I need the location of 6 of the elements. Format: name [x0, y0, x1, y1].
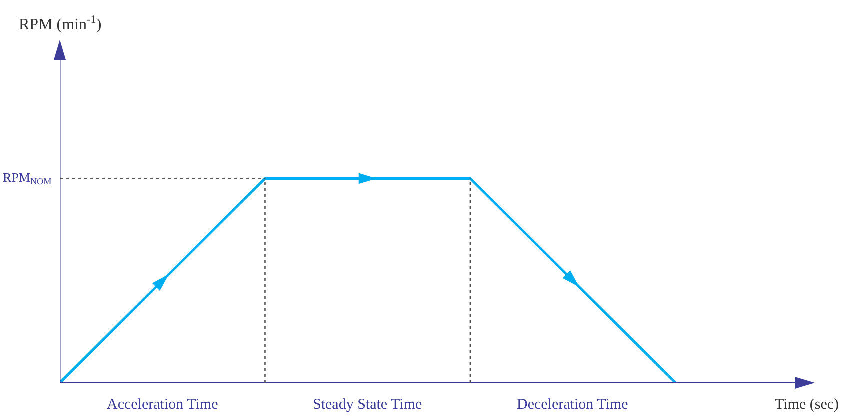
text: RPM (min$^{-1}$) — [19, 14, 102, 34]
text: Acceleration Time — [107, 397, 219, 413]
x-axis-title: Time (sec) — [775, 397, 840, 413]
ref-line-label: RPM$_{NOM}$ — [3, 170, 52, 187]
text: Deceleration Time — [517, 397, 629, 413]
text: Steady State Time — [313, 397, 423, 413]
